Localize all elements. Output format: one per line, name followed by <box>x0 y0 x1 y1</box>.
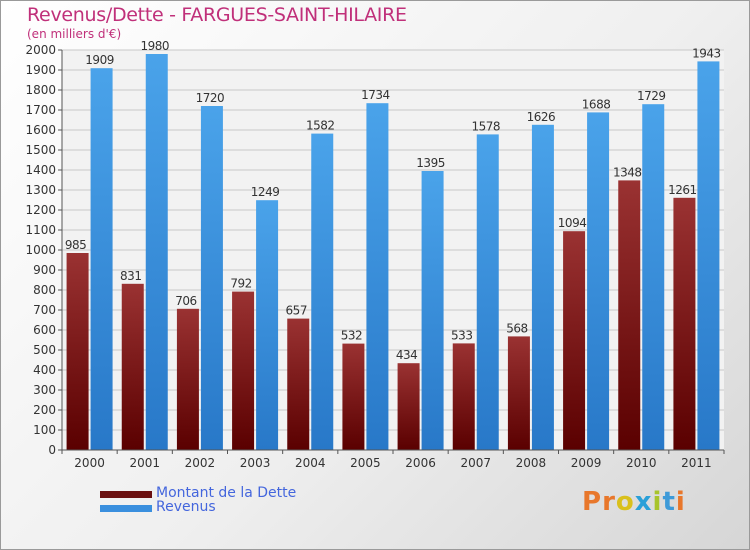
bar-dette <box>507 336 530 450</box>
data-label: 1395 <box>416 156 445 170</box>
data-label: 792 <box>230 277 251 291</box>
x-tick-label: 2008 <box>516 456 547 470</box>
logo-letter: i <box>652 487 663 517</box>
y-tick-label: 300 <box>33 383 56 397</box>
bar-dette <box>563 231 586 450</box>
y-tick-label: 400 <box>33 363 56 377</box>
y-tick-label: 700 <box>33 303 56 317</box>
bar-revenus <box>366 103 389 450</box>
data-label: 1261 <box>668 183 697 197</box>
bar-revenus <box>90 68 113 450</box>
data-label: 1578 <box>471 119 500 133</box>
logo-letter: t <box>662 487 676 517</box>
y-tick-label: 800 <box>33 283 56 297</box>
x-tick-label: 2006 <box>405 456 436 470</box>
y-tick-label: 1300 <box>25 183 56 197</box>
y-tick-label: 200 <box>33 403 56 417</box>
data-label: 532 <box>341 329 362 343</box>
data-label: 1734 <box>361 88 390 102</box>
y-tick-label: 2000 <box>25 43 56 57</box>
bar-revenus <box>587 112 610 451</box>
data-label: 1626 <box>527 110 556 124</box>
bar-dette <box>618 180 641 450</box>
bar-dette <box>673 197 696 450</box>
bar-dette <box>452 343 475 450</box>
x-tick-label: 2007 <box>460 456 491 470</box>
legend-label-dette: Montant de la Dette <box>156 485 297 501</box>
y-tick-label: 1700 <box>25 103 56 117</box>
x-tick-label: 2000 <box>74 456 105 470</box>
bar-dette <box>342 343 365 450</box>
bar-revenus <box>697 61 720 451</box>
data-label: 657 <box>286 304 307 318</box>
data-label: 1582 <box>306 119 335 133</box>
y-tick-label: 0 <box>48 443 56 457</box>
x-tick-label: 2001 <box>129 456 160 470</box>
y-tick-label: 100 <box>33 423 56 437</box>
y-tick-label: 1600 <box>25 123 56 137</box>
data-label: 533 <box>451 328 472 342</box>
data-label: 1720 <box>196 91 225 105</box>
bar-dette <box>121 283 144 450</box>
logo-letter: i <box>675 487 686 517</box>
x-tick-label: 2002 <box>185 456 216 470</box>
x-tick-label: 2005 <box>350 456 381 470</box>
data-label: 568 <box>506 321 527 335</box>
bar-revenus <box>642 104 665 450</box>
chart-subtitle: (en milliers d'€) <box>27 27 122 41</box>
data-label: 434 <box>396 348 417 362</box>
data-label: 1909 <box>85 53 114 67</box>
x-tick-label: 2009 <box>571 456 602 470</box>
bar-revenus <box>256 200 279 450</box>
data-label: 1943 <box>692 46 721 60</box>
x-tick-label: 2011 <box>681 456 712 470</box>
logo-letter: x <box>634 487 653 517</box>
data-label: 1688 <box>582 97 611 111</box>
chart-title: Revenus/Dette - FARGUES-SAINT-HILAIRE <box>27 4 407 26</box>
bar-dette <box>397 363 420 450</box>
y-tick-label: 1400 <box>25 163 56 177</box>
bar-revenus <box>200 106 223 450</box>
legend-label-revenus: Revenus <box>156 499 216 515</box>
bar-dette <box>232 291 255 450</box>
y-tick-label: 1200 <box>25 203 56 217</box>
logo-letter: o <box>615 487 635 517</box>
bar-dette <box>287 318 310 450</box>
y-tick-label: 500 <box>33 343 56 357</box>
data-label: 831 <box>120 269 141 283</box>
logo-letter: r <box>602 487 616 517</box>
bar-dette <box>176 308 199 450</box>
data-label: 1094 <box>558 216 587 230</box>
data-label: 706 <box>175 294 196 308</box>
data-label: 1249 <box>251 185 280 199</box>
y-tick-label: 1500 <box>25 143 56 157</box>
data-label: 1980 <box>140 39 169 53</box>
bar-revenus <box>476 134 499 450</box>
y-tick-label: 1100 <box>25 223 56 237</box>
legend-swatch-dette <box>100 491 152 498</box>
logo-letter: P <box>582 487 603 517</box>
bar-revenus <box>531 124 554 451</box>
data-label: 1729 <box>637 89 666 103</box>
y-tick-label: 1900 <box>25 63 56 77</box>
data-label: 985 <box>65 238 86 252</box>
bar-revenus <box>421 171 444 450</box>
y-tick-label: 600 <box>33 323 56 337</box>
legend-swatch-revenus <box>100 505 152 512</box>
proxiti-logo: Proxiti <box>582 487 686 517</box>
x-tick-label: 2010 <box>626 456 657 470</box>
y-tick-label: 1800 <box>25 83 56 97</box>
y-tick-label: 900 <box>33 263 56 277</box>
bar-revenus <box>145 54 168 450</box>
x-tick-label: 2003 <box>240 456 271 470</box>
y-tick-label: 1000 <box>25 243 56 257</box>
bar-revenus <box>311 133 334 450</box>
data-label: 1348 <box>613 165 642 179</box>
bar-dette <box>66 253 89 450</box>
x-tick-label: 2004 <box>295 456 326 470</box>
